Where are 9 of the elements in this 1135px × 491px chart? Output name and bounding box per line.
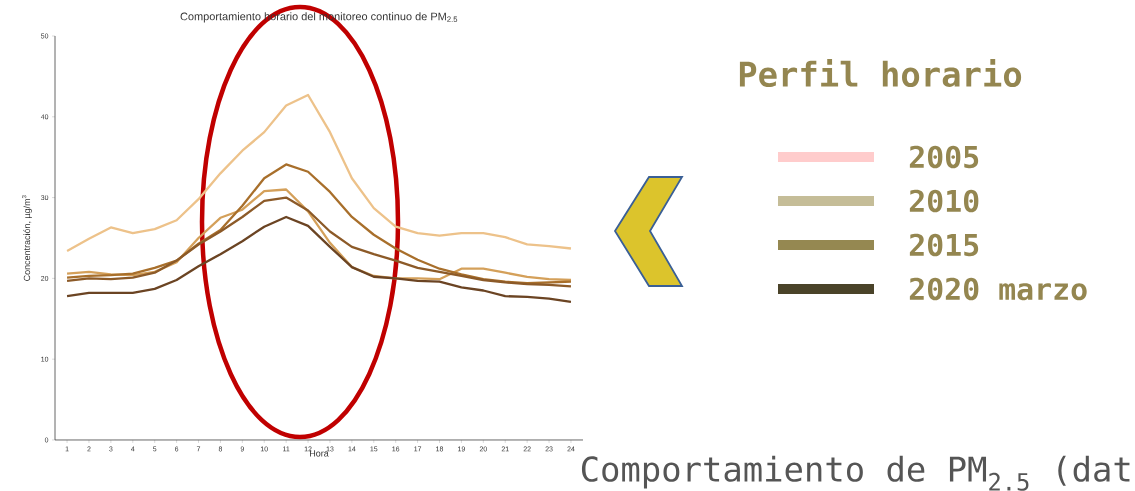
text: Comportamiento de PM$_{2.5}$ (dat [581, 455, 1130, 491]
text: Perfil horario [739, 58, 1022, 87]
x-axis-title: Hora [310, 450, 329, 457]
text: 2005 [909, 145, 979, 169]
text: 2020 marzo [909, 277, 1087, 301]
text: 2010 [909, 189, 979, 213]
text: 2015 [909, 233, 979, 257]
line-series [65, 93, 573, 253]
y-axis-title: Concentración, µg/m$^{3}$ [22, 195, 32, 281]
